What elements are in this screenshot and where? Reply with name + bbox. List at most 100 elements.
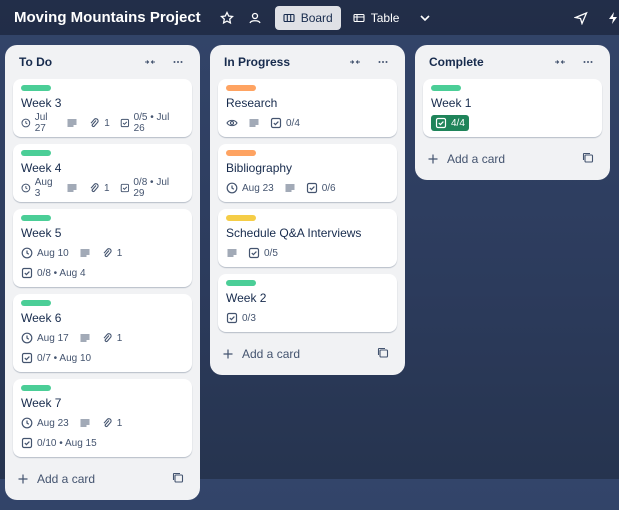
card[interactable]: Week 6 Aug 17 1 0/7 • Aug 10 <box>13 294 192 372</box>
collapse-button[interactable] <box>546 48 574 76</box>
card-title: Week 3 <box>21 96 62 110</box>
card[interactable]: Research 0/4 <box>218 79 397 137</box>
badge-due: Aug 17 <box>21 332 69 344</box>
menu-icon <box>173 61 183 63</box>
view-tab[interactable]: Table <box>345 6 408 30</box>
list-title[interactable]: Complete <box>429 55 484 69</box>
badge-row: 0/8 • Aug 4 <box>21 263 184 283</box>
description-icon <box>249 119 259 127</box>
card-label <box>21 385 51 391</box>
card[interactable]: Week 3 Jul 27 1 0/5 • Jul 26 <box>13 79 192 137</box>
due-icon <box>21 183 31 193</box>
badge-row: 4/4 <box>431 113 594 133</box>
card[interactable]: Week 7 Aug 23 1 0/10 • Aug 15 <box>13 379 192 457</box>
board: To Do Week 3 Jul 27 1 0/5 • Jul 26 Week 4 Aug … <box>0 35 619 510</box>
visibility-button[interactable] <box>241 4 269 32</box>
badge-text: Jul 27 <box>34 112 48 134</box>
badge-due: Jul 27 <box>21 112 56 134</box>
checklist-icon <box>21 437 33 449</box>
card-title: Week 2 <box>226 291 267 305</box>
card-title: Week 1 <box>431 96 472 110</box>
badge-checklist: 0/6 <box>306 182 336 194</box>
card-label <box>21 85 51 91</box>
badge-text: 0/5 <box>264 247 278 259</box>
power-ups-button[interactable] <box>599 4 619 32</box>
list-header: To Do <box>13 45 192 79</box>
card[interactable]: Week 4 Aug 3 1 0/8 • Jul 29 <box>13 144 192 202</box>
star-button[interactable] <box>213 4 241 32</box>
card[interactable]: Week 5 Aug 10 1 0/8 • Aug 4 <box>13 209 192 287</box>
badge-due: Aug 3 <box>21 177 56 199</box>
share-button[interactable] <box>567 4 595 32</box>
add-card-label: Add a card <box>242 347 301 361</box>
template-button[interactable] <box>582 152 594 167</box>
badge-row: 0/7 • Aug 10 <box>21 348 184 368</box>
plus-icon <box>223 349 233 359</box>
card[interactable]: Week 1 4/4 <box>423 79 602 137</box>
add-card-button[interactable]: Add a card <box>423 144 602 174</box>
badge-row: 0/3 <box>226 308 389 328</box>
badge-text: 0/10 • Aug 15 <box>37 437 97 449</box>
card-label <box>226 280 256 286</box>
list-menu-button[interactable] <box>164 48 192 76</box>
badge-row: Aug 23 1 <box>21 413 184 433</box>
badge-attachments: 1 <box>88 182 110 194</box>
card[interactable]: Schedule Q&A Interviews 0/5 <box>218 209 397 267</box>
badge-row: 0/5 <box>226 243 389 263</box>
template-button[interactable] <box>172 472 184 487</box>
template-icon <box>582 152 594 163</box>
badge-text: 0/7 • Aug 10 <box>37 352 92 364</box>
views-dropdown[interactable] <box>411 4 439 32</box>
badge-description <box>66 117 78 129</box>
card[interactable]: Week 2 0/3 <box>218 274 397 332</box>
checklist-icon <box>120 183 129 193</box>
collapse-button[interactable] <box>136 48 164 76</box>
card-title: Bibliography <box>226 161 293 175</box>
list-title[interactable]: In Progress <box>224 55 291 69</box>
badge-text: Aug 23 <box>242 182 274 194</box>
checklist-icon <box>270 117 282 129</box>
badge-row: Aug 17 1 <box>21 328 184 348</box>
collapse-icon <box>350 60 360 64</box>
list-menu-button[interactable] <box>574 48 602 76</box>
badge-checklist: 0/3 <box>226 312 256 324</box>
list-title[interactable]: To Do <box>19 55 53 69</box>
badge-attachments: 1 <box>88 117 110 129</box>
card-label <box>21 150 51 156</box>
view-tab[interactable]: Board <box>274 5 341 30</box>
view-switcher: Board Table <box>274 5 412 30</box>
card-label <box>21 215 51 221</box>
badge-checklist: 0/10 • Aug 15 <box>21 437 97 449</box>
checklist-complete-icon <box>435 117 447 129</box>
board-header: Moving Mountains Project Board Table <box>0 0 619 35</box>
attachments-icon <box>103 418 112 428</box>
badge-description <box>79 417 91 429</box>
card-title: Schedule Q&A Interviews <box>226 226 362 240</box>
badge-checklist-complete: 4/4 <box>431 115 469 131</box>
badge-attachments: 1 <box>101 417 122 429</box>
badge-watch <box>226 117 238 129</box>
card-title: Research <box>226 96 278 110</box>
description-icon <box>80 249 90 257</box>
list-header: In Progress <box>218 45 397 79</box>
list-menu-button[interactable] <box>369 48 397 76</box>
badge-description <box>79 332 91 344</box>
template-button[interactable] <box>377 347 389 362</box>
list: To Do Week 3 Jul 27 1 0/5 • Jul 26 Week 4 Aug … <box>5 45 200 500</box>
checklist-icon <box>226 312 238 324</box>
add-card-label: Add a card <box>37 472 96 486</box>
badge-text: 0/4 <box>286 117 300 129</box>
checklist-icon <box>120 118 129 128</box>
add-card-button[interactable]: Add a card <box>13 464 192 494</box>
checklist-icon <box>306 182 317 194</box>
badge-row: Aug 23 0/6 <box>226 178 389 198</box>
add-card-button[interactable]: Add a card <box>218 339 397 369</box>
badge-checklist: 0/8 • Aug 4 <box>21 267 86 279</box>
board-title[interactable]: Moving Mountains Project <box>14 9 201 26</box>
collapse-button[interactable] <box>341 48 369 76</box>
badge-due: Aug 23 <box>226 182 274 194</box>
card[interactable]: Bibliography Aug 23 0/6 <box>218 144 397 202</box>
description-icon <box>285 184 295 192</box>
badge-due: Aug 10 <box>21 247 69 259</box>
